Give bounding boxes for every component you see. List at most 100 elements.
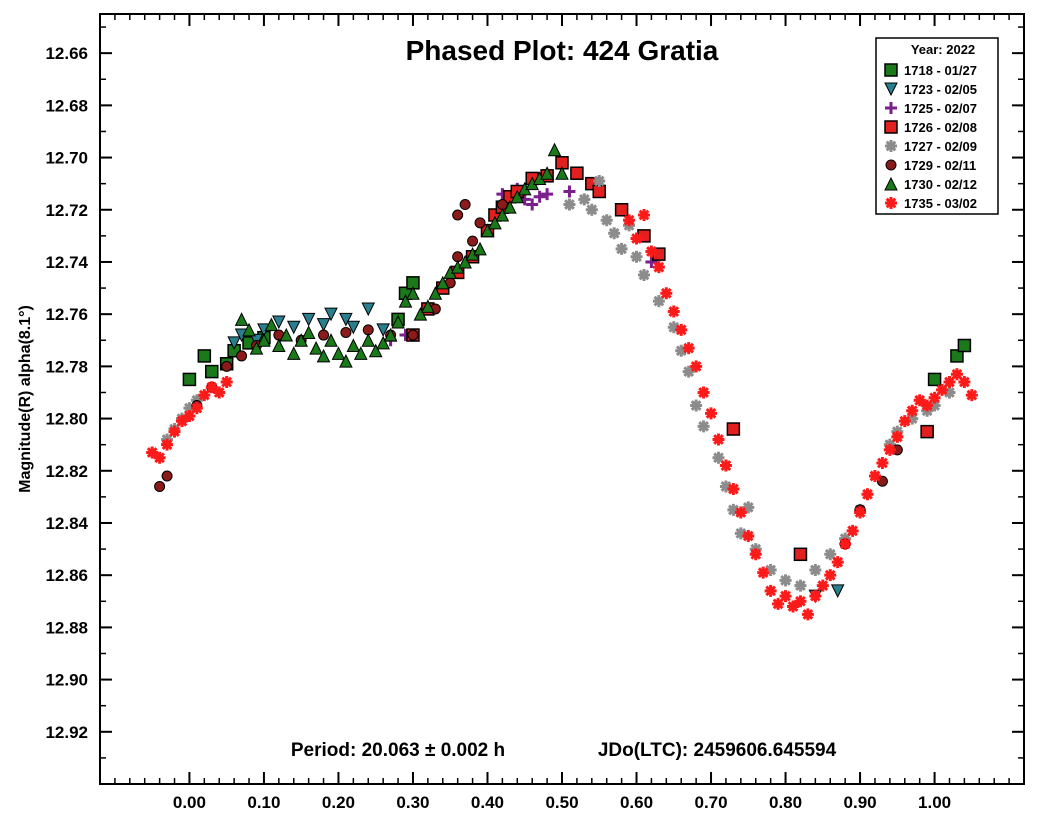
x-tick-label: 1.00 [918, 793, 951, 812]
data-point [876, 475, 888, 487]
data-point [600, 214, 613, 227]
legend-marker [885, 197, 897, 209]
data-point [488, 215, 502, 230]
legend: Year: 2022 1718 - 01/27 1723 - 02/05 1725 … [875, 37, 999, 215]
data-point [824, 569, 837, 582]
data-point [383, 327, 398, 342]
data-point [175, 415, 188, 428]
data-point [361, 333, 376, 347]
series-1718 [182, 276, 972, 387]
data-point [757, 566, 770, 579]
data-point [221, 360, 233, 372]
y-tick-label: 12.74 [45, 253, 88, 272]
data-point [965, 389, 978, 402]
data-point [667, 305, 680, 318]
data-point [719, 480, 732, 493]
data-point [391, 314, 405, 329]
data-point [682, 365, 695, 378]
data-point [161, 470, 173, 482]
data-point [294, 333, 309, 347]
x-axis: 0.00 0.10 0.20 0.30 0.40 0.50 0.60 0.70 0.80 0.90… [114, 14, 1010, 812]
legend-marker [885, 159, 897, 171]
legend-marker [884, 120, 898, 134]
legend-item: 1730 - 02/12 [884, 176, 977, 192]
data-point [286, 346, 301, 360]
data-point [585, 203, 598, 216]
data-point [697, 420, 710, 433]
data-point [421, 299, 435, 313]
data-point [495, 207, 510, 222]
data-point [816, 579, 829, 592]
data-point [376, 335, 390, 350]
data-point [839, 537, 852, 550]
y-tick-label: 12.70 [45, 149, 88, 168]
data-point [891, 430, 904, 443]
x-tick-label: 0.40 [471, 793, 504, 812]
period-annotation: Period: 20.063 ± 0.002 h [291, 740, 505, 761]
y-tick-label: 12.72 [45, 201, 88, 220]
data-point [854, 506, 867, 519]
data-point [906, 404, 919, 417]
data-point [182, 372, 197, 387]
data-point [921, 399, 934, 412]
data-point [927, 372, 942, 387]
data-point [846, 524, 859, 537]
data-point [227, 336, 241, 350]
data-point [339, 354, 353, 368]
data-point [153, 451, 166, 464]
data-point [346, 320, 361, 335]
legend-marker [885, 102, 897, 114]
data-point [473, 241, 487, 256]
data-point [146, 446, 159, 459]
data-point [957, 338, 972, 353]
plot-frame [99, 13, 1025, 785]
data-point [779, 574, 792, 587]
data-point [353, 346, 368, 360]
y-tick-label: 12.90 [45, 671, 88, 690]
data-point [943, 376, 956, 389]
data-points [146, 142, 978, 621]
data-point [712, 433, 725, 446]
legend-label: 1718 - 01/27 [904, 63, 977, 78]
data-point [198, 389, 211, 402]
series-1735 [146, 208, 978, 621]
legend-item: 1727 - 02/09 [885, 139, 977, 154]
data-point [861, 488, 874, 501]
data-point [510, 189, 525, 204]
data-point [913, 394, 926, 407]
data-point [467, 235, 479, 247]
data-point [324, 307, 338, 322]
data-point [361, 302, 376, 317]
data-point [943, 386, 956, 399]
data-point [614, 203, 629, 217]
data-point [623, 214, 636, 227]
data-point [719, 459, 732, 472]
legend-label: 1726 - 02/08 [904, 120, 977, 135]
data-point [928, 399, 941, 412]
chart-title: Phased Plot: 424 Gratia [406, 35, 719, 66]
data-point [608, 227, 621, 240]
legend-item: 1725 - 02/07 [885, 101, 977, 116]
data-point [407, 329, 419, 341]
data-point [794, 595, 807, 608]
data-point [257, 333, 271, 347]
data-point [883, 443, 896, 456]
data-point [578, 193, 591, 206]
data-point [660, 287, 673, 300]
data-point [830, 584, 845, 598]
y-axis-label: Magnitude(R) alpha(8.1°) [17, 305, 34, 493]
data-point [286, 320, 301, 335]
x-tick-label: 0.60 [620, 793, 653, 812]
data-point [458, 254, 472, 269]
legend-marker [884, 82, 898, 97]
data-point [339, 312, 353, 327]
x-tick-label: 0.20 [322, 793, 355, 812]
x-tick-label: 0.30 [396, 793, 429, 812]
y-tick-label: 12.92 [45, 723, 88, 742]
data-point [316, 318, 331, 332]
data-point [272, 315, 286, 330]
x-tick-label: 0.00 [173, 793, 206, 812]
series-1730 [234, 142, 569, 368]
data-point [831, 556, 844, 569]
